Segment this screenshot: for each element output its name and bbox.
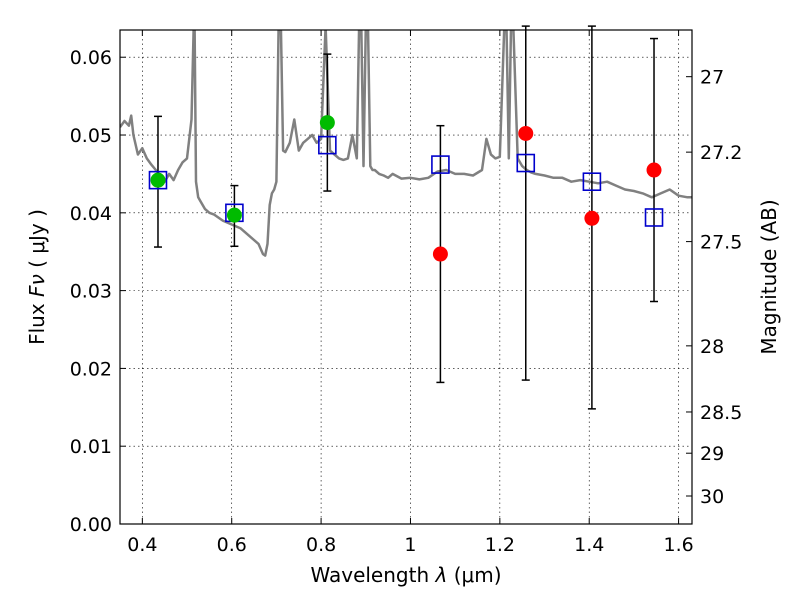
y2-tick-label: 30 — [700, 486, 724, 508]
x-axis-label: Wavelength λ (μm) — [310, 563, 501, 587]
model-photometry-square — [148, 170, 168, 190]
y2-tick-label: 27.2 — [700, 142, 742, 164]
y-tick-label: 0.02 — [70, 358, 112, 380]
y-tick-label: 0.04 — [70, 203, 112, 225]
y-tick-label: 0.01 — [70, 436, 112, 458]
x-tick-label: 1 — [404, 534, 416, 556]
x-axis-unit: (μm) — [454, 563, 502, 587]
x-tick-label: 0.4 — [127, 534, 157, 556]
x-tick-label: 0.6 — [217, 534, 247, 556]
x-tick-label: 1.2 — [485, 534, 515, 556]
model-photometry-square — [431, 155, 450, 174]
y2-axis-label: Magnitude (AB) — [757, 199, 781, 354]
x-axis-symbol: λ — [435, 563, 448, 587]
y-axis-unit: ( μJy ) — [25, 209, 49, 268]
y2-tick-label: 27.5 — [700, 232, 742, 254]
axis-ticks: 0.4 0.6 0.8 1 1.2 1.4 1.6 0.00 0.01 0.02 0.03 0.04 0… — [70, 30, 742, 556]
x-tick-label: 1.6 — [663, 534, 693, 556]
plot-frame — [119, 29, 693, 525]
y2-tick-label: 28 — [700, 336, 724, 358]
y2-tick-label: 29 — [700, 443, 724, 465]
observed-point — [319, 115, 335, 131]
model-photometry-square — [582, 172, 602, 192]
y2-tick-label: 28.5 — [700, 402, 742, 424]
observed-point — [226, 207, 242, 223]
observed-point — [584, 210, 600, 226]
y-tick-label: 0.00 — [70, 514, 112, 536]
observed-point — [432, 246, 448, 262]
model-photometry-square — [318, 135, 337, 155]
grid-lines — [120, 30, 692, 525]
y-tick-label: 0.03 — [70, 281, 112, 303]
y-tick-label: 0.05 — [70, 125, 112, 147]
y-tick-label: 0.06 — [70, 47, 112, 69]
x-axis-label-prefix: Wavelength — [310, 563, 429, 587]
y-axis-label-prefix: Flux — [25, 303, 49, 345]
marker-layer — [148, 25, 664, 410]
x-tick-label: 1.4 — [574, 534, 604, 556]
y-axis-label: Flux Fν ( μJy ) — [25, 209, 49, 345]
y2-tick-label: 27 — [700, 67, 724, 89]
x-tick-label: 0.8 — [306, 534, 336, 556]
observed-point — [646, 162, 662, 178]
model-photometry-square — [516, 153, 536, 173]
model-spectrum-line — [120, 30, 692, 257]
plot-area — [120, 30, 692, 257]
observed-point — [150, 172, 166, 188]
y-axis-symbol: Fν — [25, 274, 49, 297]
observed-point — [518, 125, 534, 141]
model-photometry-square — [644, 208, 664, 227]
